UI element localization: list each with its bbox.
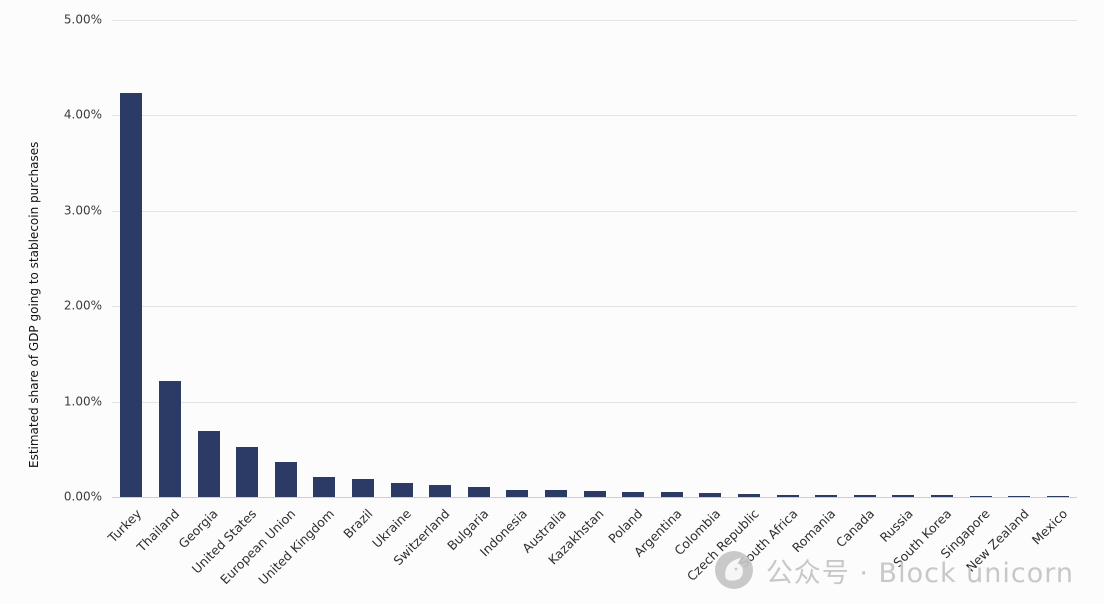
bar-united-states (236, 447, 259, 497)
y-tick-label: 5.00% (63, 12, 102, 27)
bar-canada (853, 495, 876, 497)
bar-colombia (699, 493, 722, 497)
bar-united-kingdom (313, 476, 336, 497)
bar-kazakhstan (583, 491, 606, 497)
x-tick-label: Mexico (1028, 506, 1071, 548)
bar-new-zealand (1008, 496, 1031, 497)
y-tick-label: 1.00% (63, 393, 102, 408)
bar-georgia (197, 431, 220, 497)
gridline (112, 115, 1077, 117)
y-tick-label: 3.00% (63, 203, 102, 218)
bar-romania (815, 494, 838, 497)
bar-bulgaria (467, 487, 490, 497)
bar-european-union (274, 461, 297, 497)
bar-singapore (969, 495, 992, 497)
bar-poland (622, 492, 645, 497)
y-tick-label: 4.00% (63, 107, 102, 122)
bar-australia (544, 490, 567, 497)
bar-switzerland (429, 484, 452, 497)
gridline (112, 210, 1077, 212)
watermark: 公众号 · Block unicorn (714, 550, 1074, 590)
bar-turkey (120, 93, 143, 497)
bar-south-korea (930, 495, 953, 497)
bar-brazil (351, 478, 374, 497)
x-tick-label: Brazil (340, 506, 376, 542)
plot-area: 0.00% 1.00% 2.00% 3.00% 4.00% 5.00% Turkey Thai… (64, 12, 1077, 588)
x-tick-label: Canada (833, 506, 878, 551)
watermark-text: 公众号 · Block unicorn (765, 557, 1074, 589)
bar-mexico (1046, 496, 1069, 497)
bar-south-africa (776, 494, 799, 497)
gridline (112, 20, 1077, 21)
bar-czech-republic (737, 493, 760, 497)
gridline (112, 306, 1077, 308)
y-tick-label: 0.00% (63, 489, 102, 504)
gridline (112, 401, 1077, 403)
bar-russia (892, 495, 915, 497)
bar-argentina (660, 492, 683, 497)
bar-thailand (158, 380, 181, 497)
y-axis-title: Estimated share of GDP going to stableco… (27, 141, 41, 468)
bar-indonesia (506, 490, 529, 497)
y-tick-label: 2.00% (63, 298, 102, 313)
watermark-unicorn-logo-icon (714, 550, 754, 590)
bar-ukraine (390, 482, 413, 497)
gridline (112, 497, 1077, 498)
